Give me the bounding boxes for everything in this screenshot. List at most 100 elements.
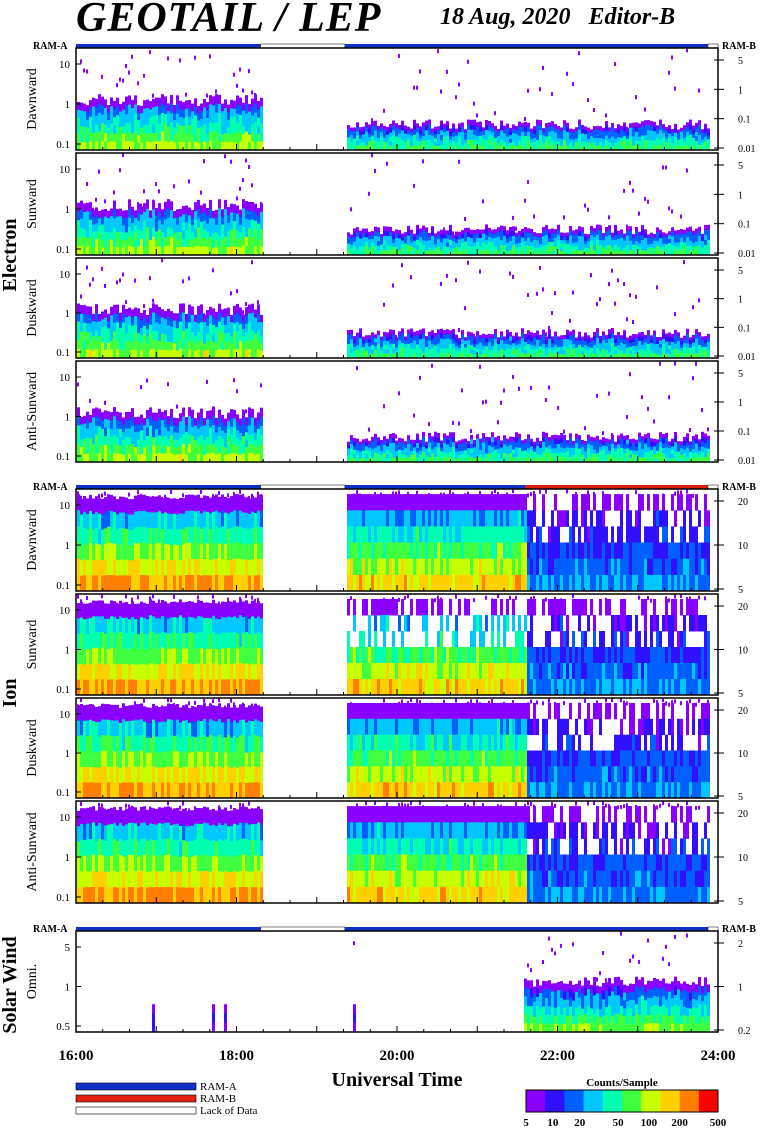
spectrogram-cell bbox=[197, 106, 200, 114]
spectrogram-cell bbox=[620, 141, 623, 147]
spectrogram-cell bbox=[458, 354, 461, 359]
spectrogram-cell bbox=[551, 237, 554, 243]
spectrogram-cell bbox=[185, 100, 188, 110]
spectrogram-cell bbox=[569, 250, 572, 256]
spectrogram-cell bbox=[608, 450, 611, 455]
spectrogram-cell bbox=[698, 145, 701, 151]
spectrogram-cell bbox=[668, 455, 671, 460]
spectrogram-cell bbox=[119, 453, 122, 463]
spectrogram-cell bbox=[188, 349, 191, 359]
spectrogram-cell bbox=[134, 341, 137, 351]
spectrogram-cell bbox=[218, 312, 221, 323]
spectrogram-cell bbox=[629, 127, 632, 133]
spectrogram-cell bbox=[233, 117, 236, 126]
spectrogram-cell bbox=[218, 236, 221, 247]
spectrogram-cell bbox=[212, 233, 215, 241]
spectrogram-cell bbox=[167, 446, 170, 455]
spectrogram-cell bbox=[200, 238, 203, 248]
spectrogram-cell bbox=[605, 339, 608, 344]
spectrogram-cell bbox=[209, 54, 211, 59]
spectrogram-cell bbox=[566, 251, 569, 256]
spectrogram-cell bbox=[485, 354, 488, 359]
spectrogram-cell bbox=[557, 229, 560, 236]
spectrogram-cell bbox=[143, 494, 145, 499]
spectrogram-cell bbox=[572, 353, 575, 359]
spectrogram-cell bbox=[143, 304, 145, 309]
spectrogram-cell bbox=[416, 229, 419, 236]
spectrogram-cell bbox=[707, 139, 710, 144]
spectrogram-cell bbox=[413, 145, 416, 151]
spectrogram-cell bbox=[152, 115, 155, 125]
spectrogram-cell bbox=[119, 320, 122, 329]
spectrogram-cell bbox=[566, 131, 569, 137]
spectrogram-cell bbox=[131, 214, 134, 224]
spectrogram-cell bbox=[191, 232, 194, 241]
spectrogram-cell bbox=[257, 125, 260, 135]
spectrogram-cell bbox=[371, 126, 374, 132]
spectrogram-cell bbox=[143, 310, 146, 319]
spectrogram-cell bbox=[533, 333, 536, 338]
spectrogram-cell bbox=[584, 233, 587, 238]
spectrogram-cell bbox=[707, 245, 710, 251]
right-tick-label: 0.1 bbox=[738, 220, 751, 231]
spectrogram-cell bbox=[479, 454, 482, 459]
spectrogram-cell bbox=[215, 319, 218, 328]
spectrogram-cell bbox=[533, 214, 535, 219]
spectrogram-cell bbox=[152, 245, 155, 256]
spectrogram-cell bbox=[161, 239, 164, 248]
spectrogram-cell bbox=[131, 560, 134, 577]
spectrogram-cell bbox=[86, 529, 89, 546]
spectrogram-cell bbox=[224, 308, 227, 318]
spectrogram-cell bbox=[212, 324, 215, 334]
spectrogram-cell bbox=[614, 128, 617, 133]
spectrogram-cell bbox=[92, 435, 95, 445]
spectrogram-cell bbox=[167, 382, 169, 387]
spectrogram-cell bbox=[359, 138, 362, 143]
spectrogram-cell bbox=[365, 446, 368, 451]
spectrogram-cell bbox=[95, 215, 98, 224]
spectrogram-cell bbox=[140, 526, 143, 544]
spectrogram-cell bbox=[587, 237, 590, 242]
spectrogram-cell bbox=[410, 135, 413, 140]
spectrogram-cell bbox=[506, 438, 509, 444]
spectrogram-cell bbox=[455, 132, 458, 137]
spectrogram-cell bbox=[80, 575, 83, 592]
spectrogram-cell bbox=[533, 341, 536, 346]
spectrogram-cell bbox=[635, 294, 637, 299]
spectrogram-cell bbox=[89, 511, 92, 528]
spectrogram-cell bbox=[497, 340, 500, 345]
spectrogram-cell bbox=[422, 122, 425, 128]
spectrogram-cell bbox=[701, 129, 704, 134]
spectrogram-cell bbox=[644, 107, 646, 112]
spectrogram-cell bbox=[194, 55, 196, 60]
spectrogram-cell bbox=[401, 348, 404, 354]
spectrogram-cell bbox=[98, 343, 101, 352]
spectrogram-cell bbox=[131, 444, 134, 454]
spectrogram-cell bbox=[119, 575, 122, 592]
spectrogram-cell bbox=[569, 433, 572, 439]
spectrogram-cell bbox=[395, 444, 398, 449]
spectrogram-cell bbox=[524, 450, 527, 455]
spectrogram-cell bbox=[248, 425, 251, 436]
spectrogram-cell bbox=[668, 235, 671, 240]
spectrogram-cell bbox=[425, 336, 428, 341]
spectrogram-cell bbox=[410, 443, 413, 448]
spectrogram-cell bbox=[227, 112, 230, 121]
spectrogram-cell bbox=[644, 120, 647, 126]
spectrogram-cell bbox=[548, 333, 551, 340]
spectrogram-cell bbox=[92, 313, 95, 322]
spectrogram-cell bbox=[440, 145, 443, 151]
spectrogram-cell bbox=[257, 239, 260, 248]
spectrogram-cell bbox=[191, 306, 194, 316]
spectrogram-cell bbox=[554, 246, 557, 252]
spectrogram-cell bbox=[380, 443, 383, 448]
spectrogram-cell bbox=[170, 237, 173, 247]
spectrogram-cell bbox=[536, 330, 539, 336]
spectrogram-cell bbox=[125, 445, 128, 455]
spectrogram-cell bbox=[617, 439, 620, 445]
spectrogram-cell bbox=[545, 336, 548, 341]
spectrogram-cell bbox=[110, 114, 113, 125]
spectrogram-cell bbox=[599, 454, 602, 459]
spectrogram-cell bbox=[611, 141, 614, 146]
spectrogram-cell bbox=[620, 438, 623, 444]
